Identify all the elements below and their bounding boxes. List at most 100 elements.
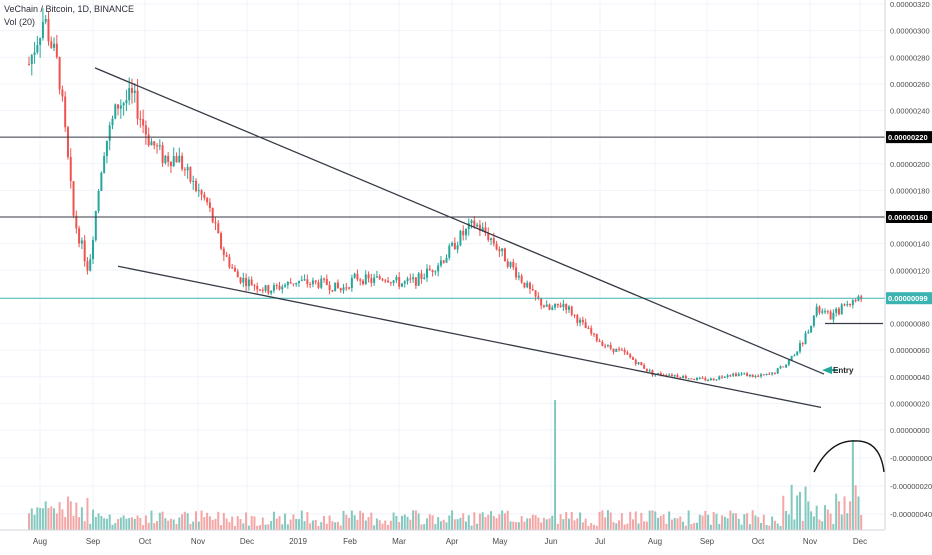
candle-body [97,190,100,212]
volume-bar [217,511,220,530]
volume-bar [537,517,540,530]
volume-bar [105,518,108,530]
volume-bar [156,521,159,530]
volume-bar [501,510,504,530]
candle-body [64,96,67,128]
candle-body [840,304,843,315]
volume-bar [498,514,501,530]
candle-body [348,287,351,289]
volume-bar [381,523,384,530]
volume-bar [53,508,56,530]
candle-body [328,284,331,291]
candle-body [590,328,593,334]
candle-body [61,89,64,97]
candle-body [523,282,526,288]
volume-bar [80,507,83,530]
volume-bar [590,522,593,530]
volume-bar [236,516,239,530]
candle-body [779,366,782,369]
volume-bar [420,524,423,530]
volume-bar [289,519,292,530]
candle-body [420,273,423,279]
candle-body [631,357,634,360]
volume-bar [654,511,657,530]
volume-bar [136,515,139,530]
candle-body [726,375,729,377]
candle-body [406,278,409,282]
candle-body [309,284,312,286]
volume-bar [409,519,412,530]
volume-bar [92,509,95,530]
volume-bar [837,501,840,530]
volume-bar [208,516,211,530]
volume-bar [245,512,248,530]
candle-body [353,273,356,278]
volume-bar [331,521,334,530]
candle-body [33,52,36,56]
price-tick-label: 0.00000120 [890,266,930,275]
volume-bar [779,525,782,530]
volume-bar [186,513,189,530]
volume-bar [506,510,509,530]
candle-body [192,180,195,182]
candle-body [373,277,376,283]
candle-body [748,374,751,377]
volume-bar [737,518,740,530]
volume-bar [796,495,799,530]
volume-bar [490,511,493,530]
volume-bar [445,522,448,530]
volume-bar [222,512,225,530]
time-tick-label: Mar [392,537,406,546]
candle-body [286,282,289,286]
volume-bar [785,510,788,530]
volume-bar [762,514,765,530]
volume-bar [517,522,520,530]
candle-body [579,319,582,323]
volume-bar [682,521,685,530]
volume-bar [47,508,50,530]
time-tick-label: Nov [803,537,817,546]
volume-bar [297,519,300,530]
annotation-lines[interactable]: Entry [0,67,885,473]
candle-body [431,270,434,273]
candle-body [559,305,562,308]
candle-body [615,348,618,352]
candle-body [323,278,326,280]
candle-body [292,283,295,285]
volume-bars [28,400,863,530]
volume-bar [448,515,451,530]
candle-body [50,41,53,48]
volume-bar [721,515,724,530]
candle-body [247,279,250,287]
volume-bar [470,525,473,530]
volume-bar [604,517,607,530]
volume-bar [398,522,401,530]
candle-body [284,285,287,287]
volume-bar [128,518,131,530]
candle-body [39,38,42,46]
volume-bar [172,519,175,530]
volume-bar [718,523,721,530]
volume-bar [670,519,673,530]
volume-bar [225,518,228,530]
candle-body [72,181,75,216]
volume-bar [849,501,852,530]
price-label-badge [886,131,932,144]
volume-bar [551,515,554,530]
candle-body [189,167,192,182]
candle-body [593,333,596,335]
candle-body [498,249,501,252]
volume-indicator-label[interactable]: Vol (20) [4,17,36,27]
candle-body [729,375,732,377]
volume-bar [740,524,743,530]
volume-bar [687,510,690,530]
volume-bar [158,512,161,530]
volume-bar [631,519,634,530]
candle-body [698,377,701,379]
time-tick-label: Dec [240,537,254,546]
candle-body [545,304,548,307]
volume-bar [648,510,651,530]
volume-bar [272,511,275,530]
